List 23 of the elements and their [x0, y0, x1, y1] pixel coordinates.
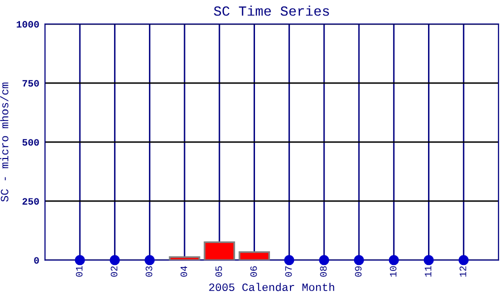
x-tick-label: 06	[250, 266, 257, 277]
x-tick-label: 03	[146, 266, 152, 277]
x-tick-label: 10	[390, 266, 396, 277]
x-tick-label: 04	[180, 266, 188, 277]
bar	[238, 251, 270, 260]
y-tick-label: 250	[22, 198, 39, 205]
x-tick-label: 09	[354, 266, 362, 277]
y-tick-label: 750	[22, 80, 39, 87]
y-tick-label: 1000	[16, 21, 39, 28]
y-tick-label: 0	[34, 257, 39, 264]
x-tick-label: 11	[424, 266, 432, 277]
x-tick-label: 02	[110, 266, 118, 277]
chart-title: SC Time Series	[214, 6, 329, 16]
x-tick-label: 07	[285, 266, 292, 277]
bar	[168, 256, 200, 260]
x-tick-label: 05	[215, 266, 222, 277]
y-tick-label: 500	[22, 139, 39, 146]
x-tick-label: 08	[320, 266, 327, 277]
y-axis-title: SC - micro mhos/cm	[0, 82, 8, 202]
x-tick-label: 12	[460, 266, 466, 277]
x-axis-title: 2005 Calendar Month	[209, 282, 334, 292]
bar	[204, 241, 236, 260]
x-tick-label: 01	[76, 266, 82, 277]
